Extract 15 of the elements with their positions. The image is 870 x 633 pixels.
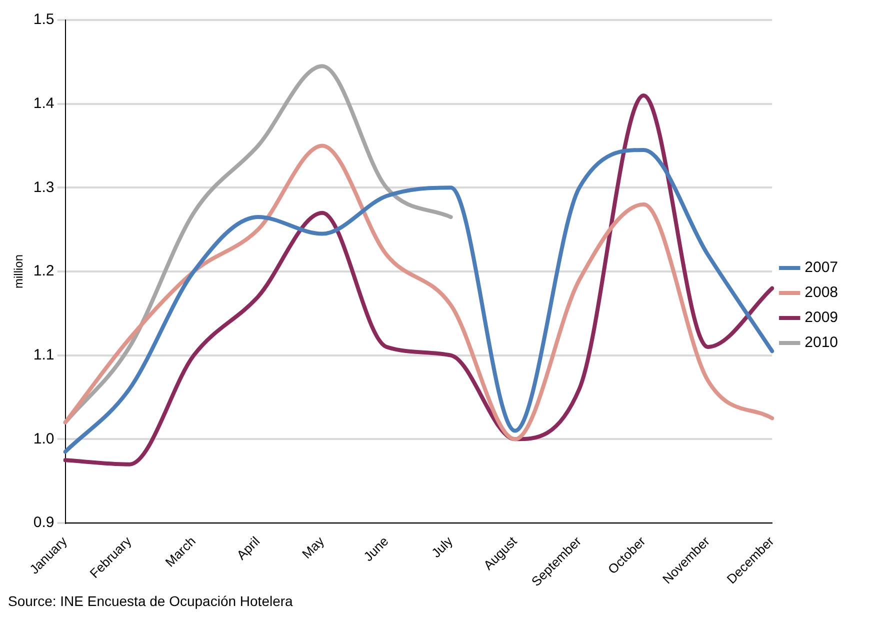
legend-label: 2009 — [804, 309, 838, 326]
y-tick-label: 1.1 — [33, 346, 54, 364]
y-tick-label: 1.2 — [33, 262, 54, 280]
y-tick-label: 1.5 — [33, 11, 54, 28]
source-note: Source: INE Encuesta de Ocupación Hotelera — [8, 593, 294, 609]
y-tick-label: 1.4 — [33, 94, 54, 112]
legend-label: 2008 — [804, 284, 838, 302]
y-tick-label: 0.9 — [33, 514, 54, 532]
legend-label: 2007 — [804, 259, 838, 276]
x-tick-label: July — [428, 533, 456, 561]
x-tick-label: May — [298, 533, 328, 562]
y-tick-label: 1.0 — [33, 430, 54, 448]
y-tick-label: 1.3 — [33, 178, 54, 196]
y-axis-title: million — [12, 254, 26, 289]
legend-label: 2010 — [804, 334, 838, 352]
